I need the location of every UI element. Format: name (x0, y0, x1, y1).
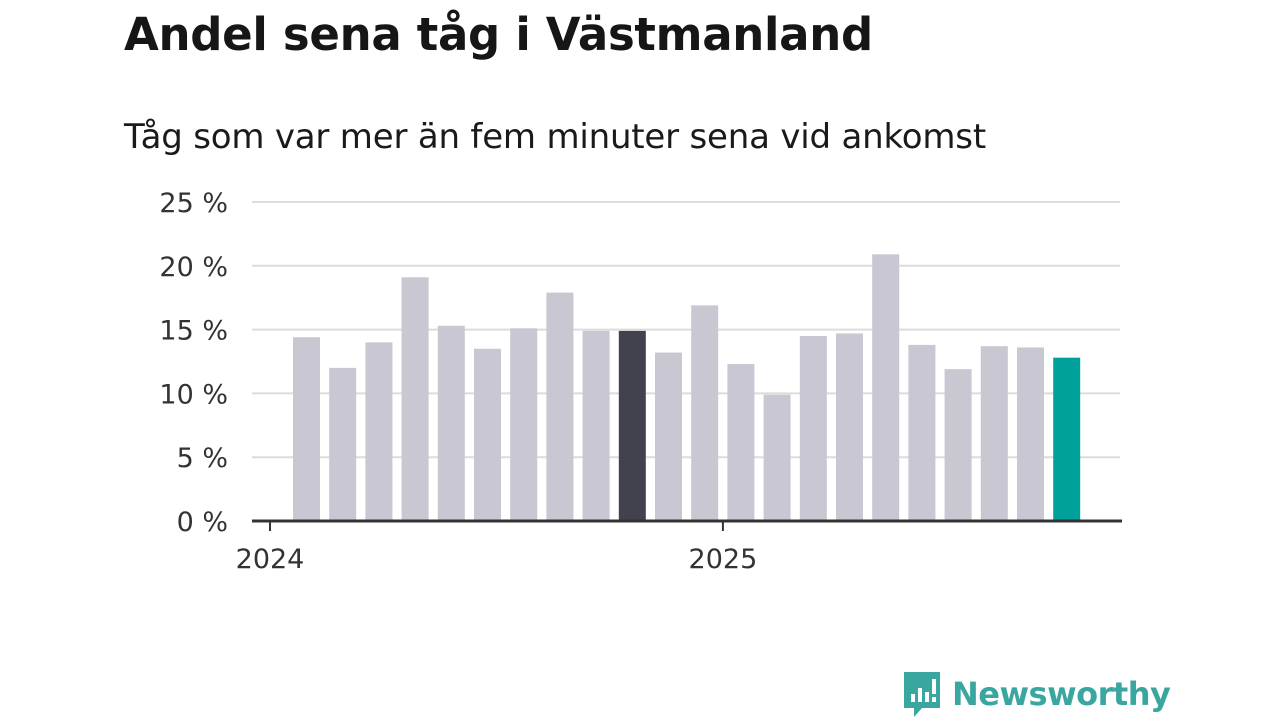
brand-name: Newsworthy (952, 675, 1171, 713)
bar-2025-06 (908, 344, 936, 521)
chart-title: Andel sena tåg i Västmanland (124, 8, 873, 61)
y-tick-label: 10 % (159, 379, 228, 410)
y-tick-label: 20 % (159, 252, 228, 283)
bar-2024-01 (293, 337, 320, 521)
bar-2024-11 (655, 352, 682, 521)
bar-2024-12 (691, 305, 719, 521)
bar-2024-08 (546, 292, 574, 521)
brand: Newsworthy (902, 668, 1171, 720)
y-tick-label: 15 % (159, 316, 228, 347)
x-axis: 2024 2025 (236, 519, 1122, 575)
y-tick-label: 5 % (177, 443, 228, 474)
bar-2025-02 (763, 394, 791, 521)
bar-2024-04 (401, 277, 429, 521)
bar-2025-10 (1053, 357, 1081, 521)
bar-2025-03 (799, 335, 827, 521)
bar-2024-06 (474, 348, 501, 521)
y-axis-tick-labels: 0 % 5 % 10 % 15 % 20 % 25 % (159, 188, 228, 538)
bar-2025-09 (1017, 347, 1044, 521)
bar-2024-10 (618, 330, 646, 521)
bars (293, 254, 1081, 522)
bar-2025-07 (944, 369, 972, 521)
bar-2024-09 (582, 330, 610, 521)
bar-2024-07 (510, 328, 538, 521)
bar-2024-03 (365, 342, 393, 521)
bar-2024-02 (329, 367, 357, 521)
bar-2025-05 (872, 254, 900, 522)
y-tick-label: 25 % (159, 188, 228, 219)
newsworthy-logo-icon (904, 672, 940, 717)
y-tick-label: 0 % (177, 507, 228, 538)
bar-2025-08 (980, 346, 1008, 521)
x-tick-label: 2025 (689, 544, 758, 575)
bar-2025-01 (727, 364, 755, 521)
bar-2024-05 (437, 325, 465, 521)
chart-subtitle: Tåg som var mer än fem minuter sena vid … (124, 117, 986, 157)
bar-2025-04 (836, 333, 863, 521)
x-tick-label: 2024 (236, 544, 305, 575)
grid-lines (252, 201, 1120, 459)
